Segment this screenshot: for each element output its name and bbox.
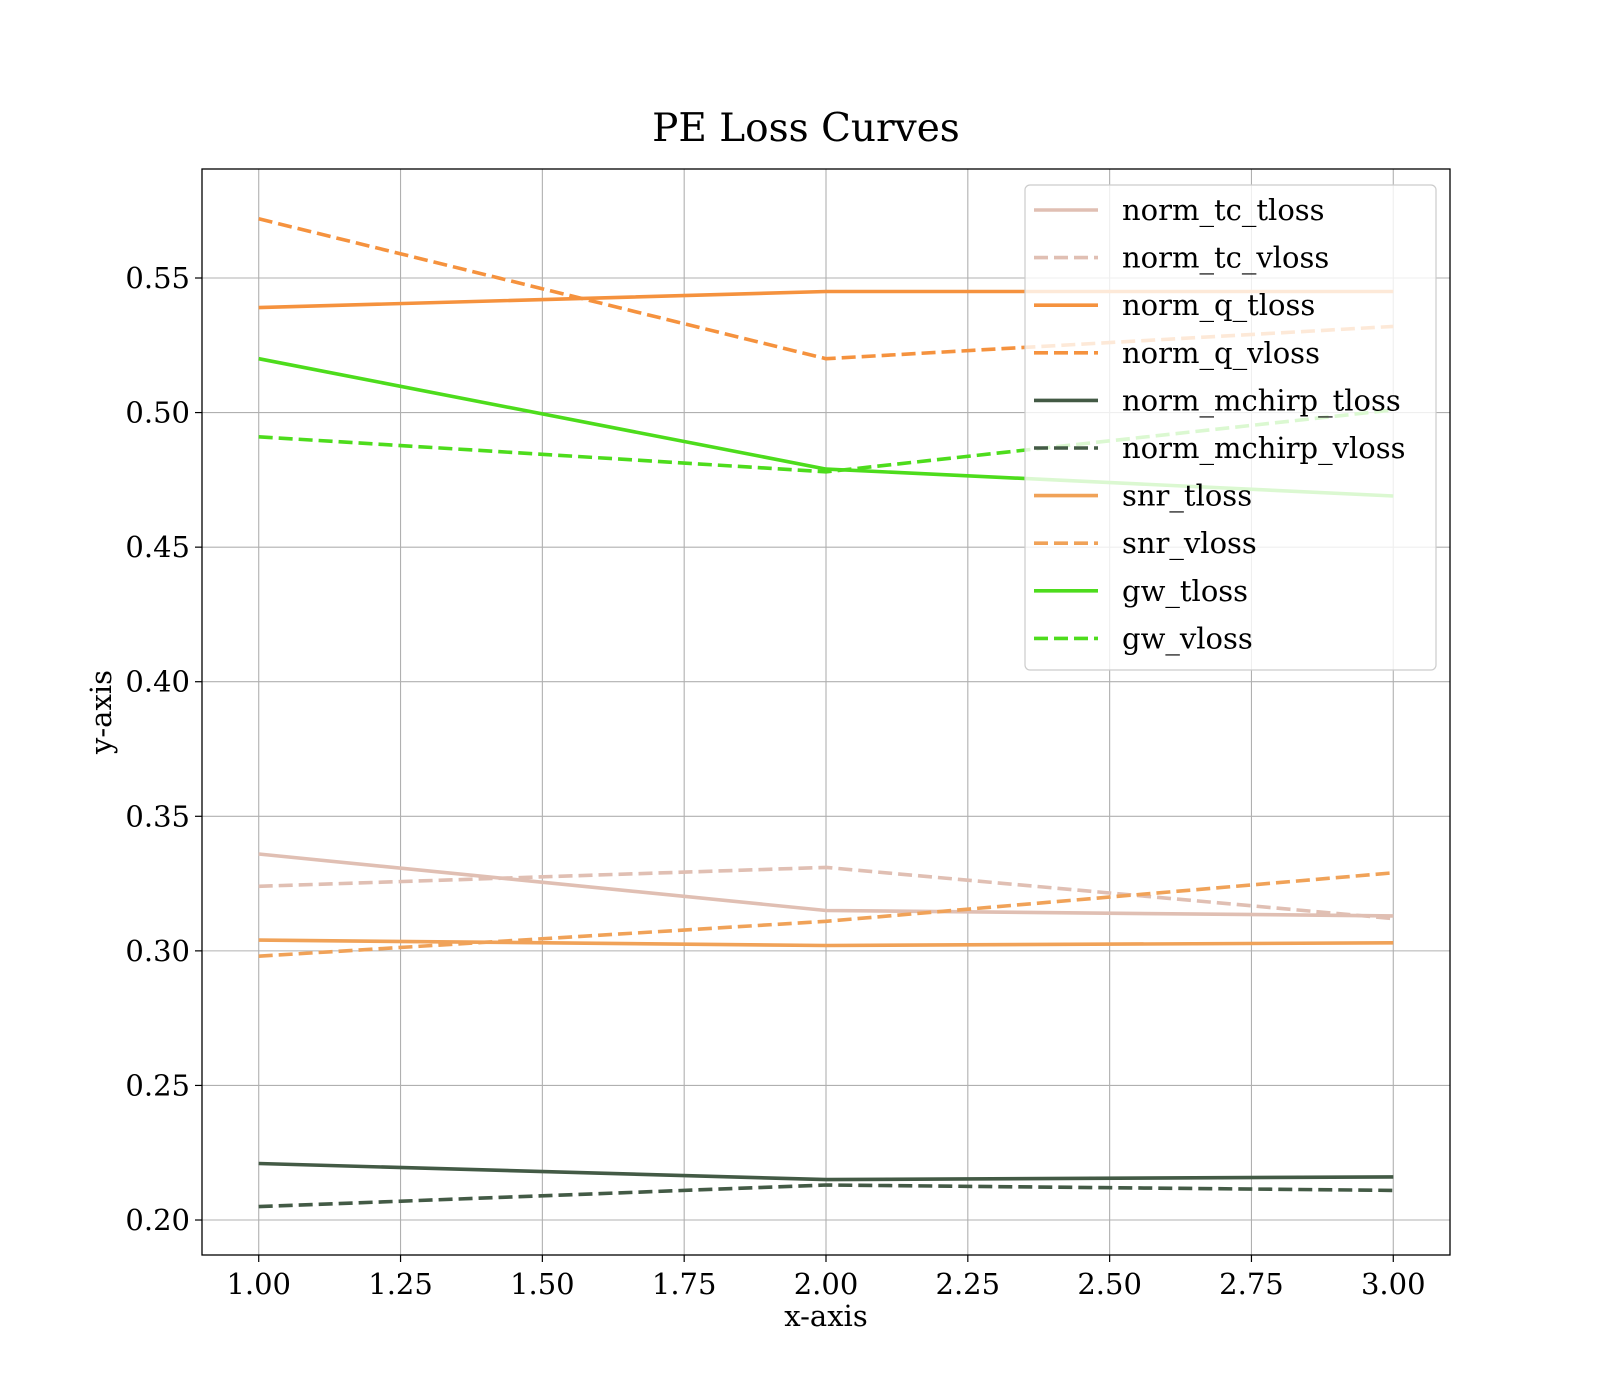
y-tick-label: 0.50 (125, 396, 190, 430)
series-line-snr-tloss (258, 938, 1394, 948)
legend-label: norm_tc_vloss (1122, 241, 1329, 276)
series-line-norm-mchirp-vloss (258, 1183, 1394, 1209)
x-tick-label: 2.00 (794, 1267, 859, 1301)
series-line-norm-tc-vloss (258, 865, 1394, 921)
series-line-snr-vloss (258, 871, 1394, 958)
legend-label: norm_mchirp_vloss (1122, 431, 1406, 466)
x-axis-label: x-axis (784, 1299, 867, 1333)
chart-title: PE Loss Curves (652, 106, 960, 151)
legend-entries: norm_tc_tloss norm_tc_vloss norm_q_tlossno… (1034, 193, 1406, 656)
legend-label: gw_vloss (1122, 621, 1253, 656)
x-tick-label: 2.25 (936, 1267, 1001, 1301)
x-tick-label: 3.00 (1361, 1267, 1426, 1301)
legend-label: gw_tloss (1122, 574, 1248, 609)
y-tick-label: 0.40 (125, 665, 190, 699)
x-tick-label: 1.25 (368, 1267, 433, 1301)
legend-label: snr_vloss (1122, 526, 1257, 561)
x-tick-label: 1.75 (652, 1267, 717, 1301)
legend-label: norm_tc_tloss (1122, 193, 1325, 228)
x-tick-label: 1.00 (226, 1267, 291, 1301)
y-tick-label: 0.35 (125, 799, 190, 833)
series-line-norm-tc-tloss (258, 852, 1394, 918)
legend-label: norm_q_tloss (1122, 288, 1315, 323)
x-tick-label: 2.50 (1077, 1267, 1142, 1301)
legend: norm_tc_tloss norm_tc_vloss norm_q_tlossno… (1024, 184, 1437, 671)
legend-box (1024, 184, 1437, 671)
y-tick-label: 0.30 (125, 934, 190, 968)
legend-label: norm_mchirp_tloss (1122, 383, 1401, 418)
y-tick-label: 0.45 (125, 530, 190, 564)
y-tick-label: 0.55 (125, 261, 190, 295)
y-ticks: 0.20 0.25 0.30 0.35 0.40 0.45 0.50 0.55 (125, 261, 202, 1237)
y-tick-label: 0.20 (125, 1203, 190, 1237)
y-axis-label: y-axis (84, 670, 118, 755)
x-ticks: 1.00 1.25 1.50 1.75 2.00 2.25 2.50 2.75 3.00 (226, 1255, 1426, 1301)
x-tick-label: 1.50 (510, 1267, 575, 1301)
x-tick-label: 2.75 (1219, 1267, 1284, 1301)
legend-label: snr_tloss (1122, 479, 1252, 514)
legend-label: norm_q_vloss (1122, 336, 1320, 371)
series-line-norm-mchirp-tloss (258, 1161, 1394, 1182)
y-tick-label: 0.25 (125, 1068, 190, 1102)
